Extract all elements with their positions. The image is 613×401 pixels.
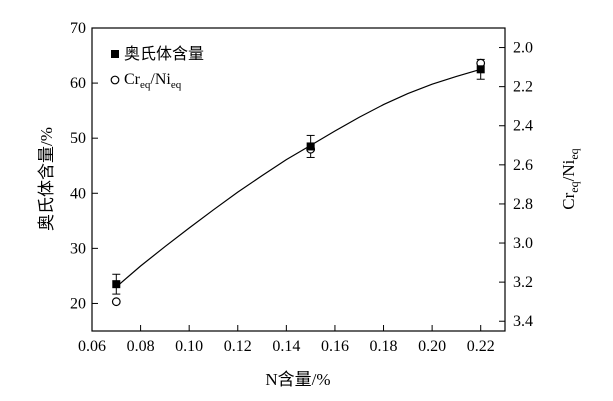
legend-marker-square [111, 50, 119, 58]
legend-label-cr-ni: Creq/Nieq [124, 71, 182, 91]
x-tick-label: 0.20 [418, 338, 446, 355]
legend-label-cr-ni-sub1: eq [140, 79, 151, 91]
left-y-tick-label: 50 [70, 130, 86, 147]
austenite-point [112, 280, 121, 289]
left-y-tick-label: 30 [70, 240, 86, 257]
legend-label-cr-ni-sep: /Ni [150, 71, 171, 88]
right-y-tick-label: 2.6 [513, 157, 533, 174]
right-y-tick-label: 2.2 [513, 79, 533, 96]
x-tick-label: 0.10 [175, 338, 203, 355]
trend-line-group [115, 68, 481, 288]
x-tick-label: 0.12 [224, 338, 252, 355]
legend-label-austenite: 奥氏体含量 [124, 45, 204, 63]
left-y-tick-label: 60 [70, 75, 86, 92]
left-y-axis: 20 30 40 50 60 70 [70, 20, 98, 312]
left-y-axis-label: 奥氏体含量/% [37, 127, 56, 231]
legend-label-cr-ni-sub2: eq [171, 79, 182, 91]
right-y-axis-label: Creq/Nieq [559, 148, 581, 209]
right-y-tick-label: 3.0 [513, 235, 533, 252]
left-y-tick-label: 20 [70, 295, 86, 312]
legend-label-cr-ni-main: Cr [124, 71, 141, 88]
trend-line [115, 68, 481, 288]
data-marks [111, 58, 486, 307]
x-axis-label: N含量/% [265, 370, 330, 389]
left-y-tick-label: 40 [70, 185, 86, 202]
right-y-axis-label-sub2: eq [567, 148, 581, 159]
right-y-axis: 2.0 2.2 2.4 2.6 2.8 3.0 3.2 3.4 [499, 40, 533, 330]
plot-frame [91, 27, 506, 332]
x-tick-label: 0.22 [467, 338, 495, 355]
right-y-tick-label: 2.8 [513, 196, 533, 213]
x-tick-label: 0.18 [370, 338, 398, 355]
x-tick-label: 0.16 [321, 338, 349, 355]
cr-ni-point [111, 297, 121, 307]
right-y-tick-label: 3.4 [513, 313, 533, 330]
austenite-point [306, 142, 315, 151]
right-y-axis-label-sep: /Ni [559, 159, 578, 181]
right-y-tick-label: 2.4 [513, 118, 533, 135]
legend: 奥氏体含量 Creq/Nieq [110, 45, 204, 91]
x-tick-label: 0.14 [272, 338, 300, 355]
legend-marker-circle [110, 75, 120, 85]
right-y-tick-label: 3.2 [513, 274, 533, 291]
right-y-tick-label: 2.0 [513, 40, 533, 57]
right-y-axis-label-sub1: eq [567, 181, 581, 192]
x-axis: 0.06 0.08 0.10 0.12 0.14 0.16 0.18 0.20 0.22 [78, 325, 495, 355]
austenite-point [476, 65, 485, 74]
right-y-axis-label-main: Cr [559, 192, 578, 209]
x-tick-label: 0.06 [78, 338, 106, 355]
x-tick-label: 0.08 [127, 338, 155, 355]
left-y-tick-label: 70 [70, 20, 86, 37]
